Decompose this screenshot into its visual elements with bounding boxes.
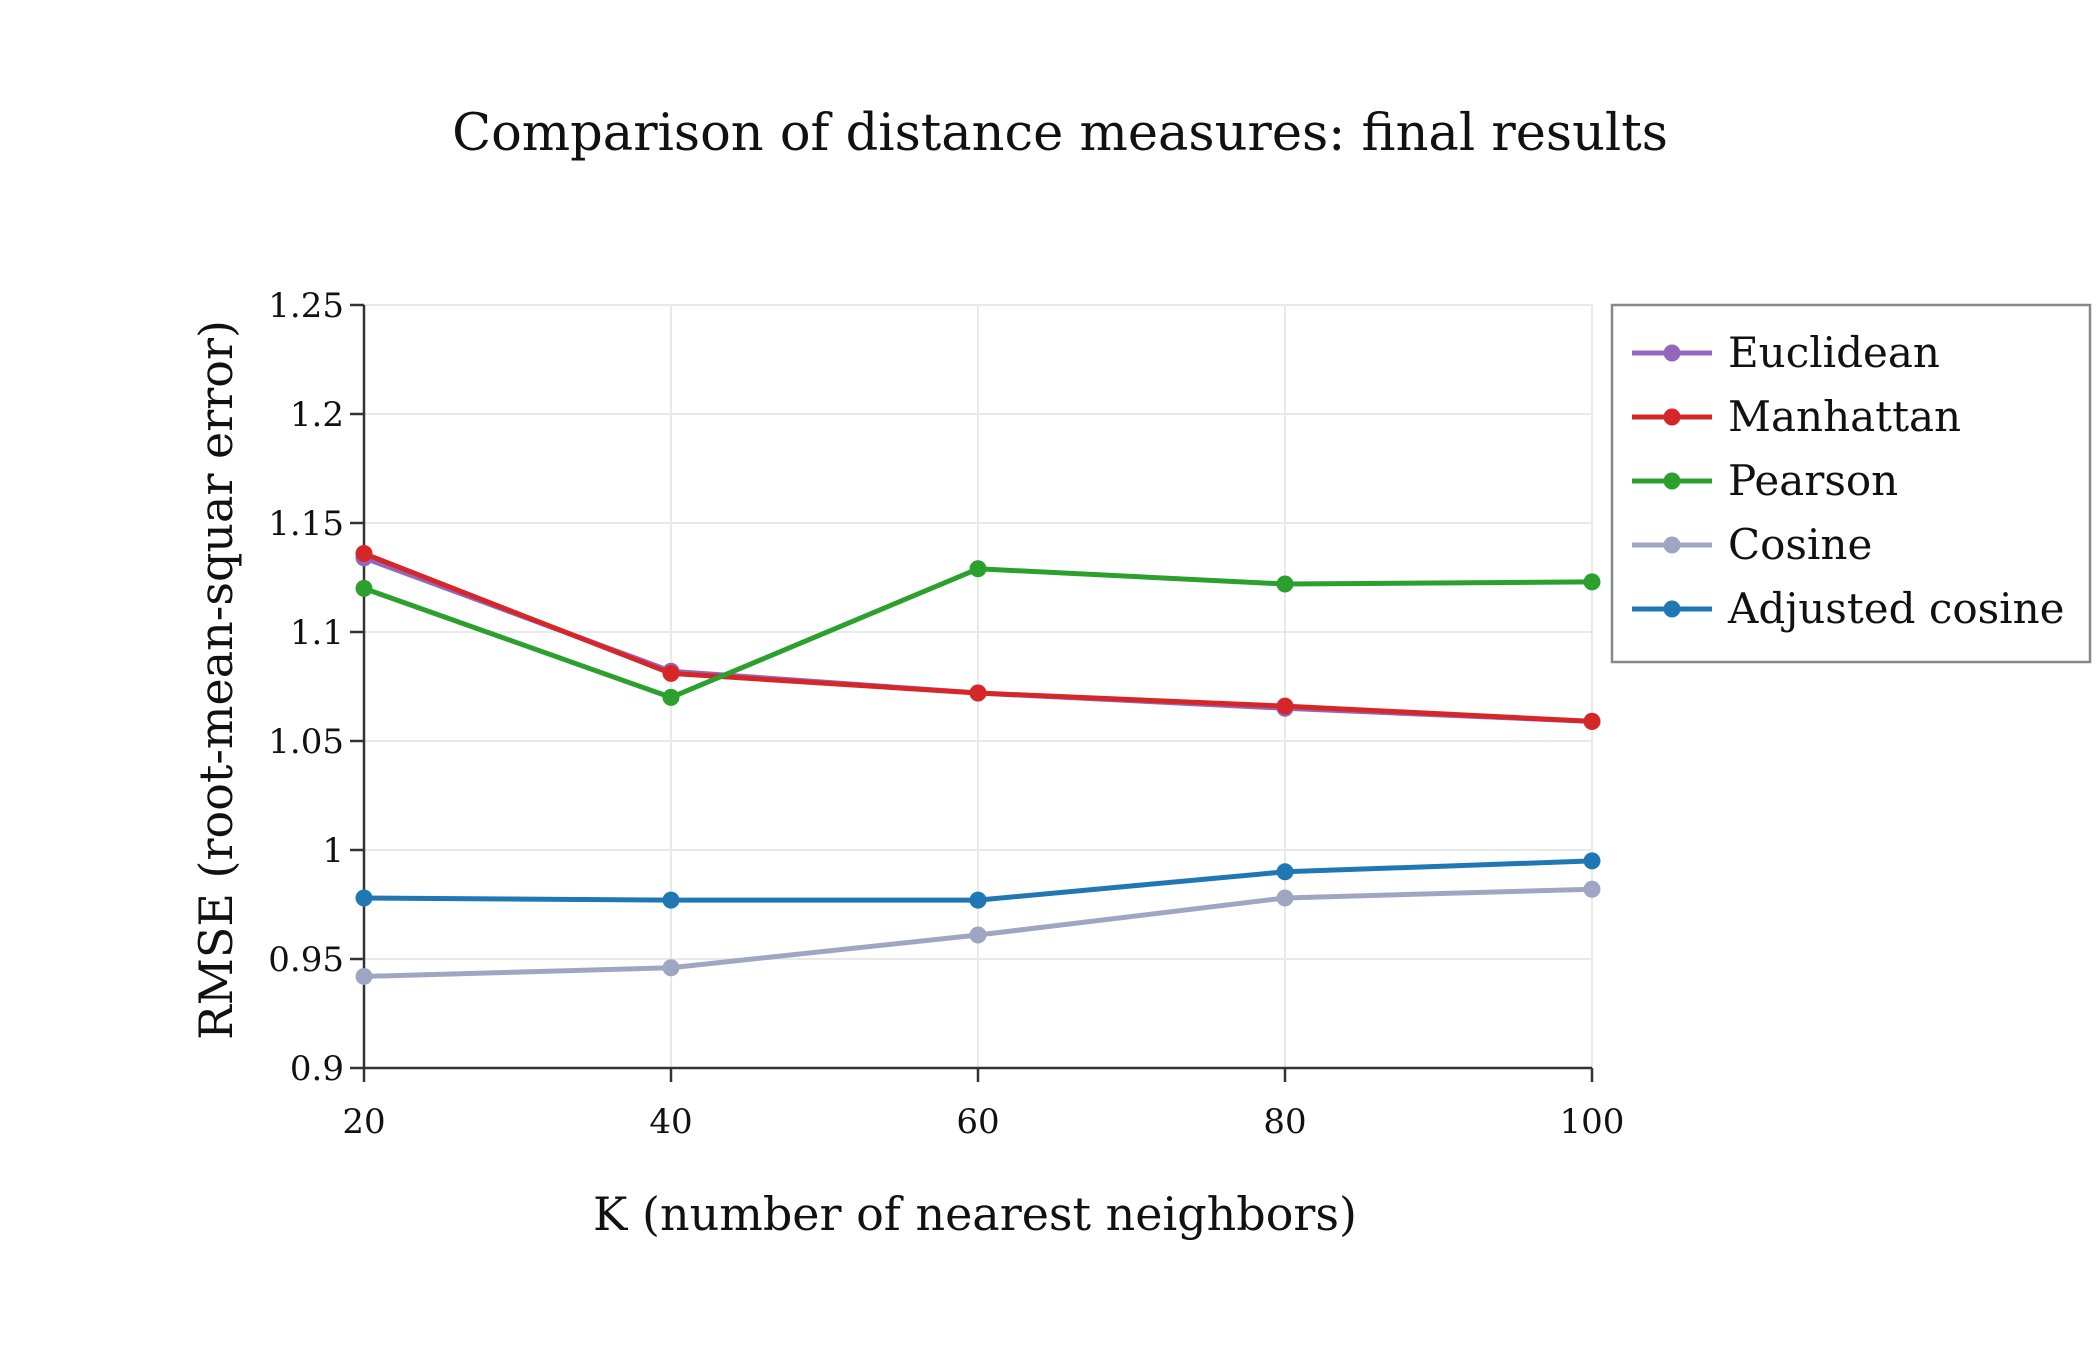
legend-label: Euclidean — [1728, 328, 1940, 377]
data-point-pearson — [969, 560, 987, 578]
data-point-cosine — [1583, 880, 1601, 898]
data-point-manhattan — [969, 684, 987, 702]
data-point-adjusted-cosine — [355, 889, 373, 907]
y-axis-label: RMSE (root-mean-squar error) — [189, 320, 243, 1040]
y-axis-ticks: 0.9 0.95 1 1.05 1.1 1.15 1.2 1.25 — [268, 286, 364, 1089]
data-point-adjusted-cosine — [969, 891, 987, 909]
legend-swatch-marker — [1663, 344, 1681, 362]
data-point-adjusted-cosine — [662, 891, 680, 909]
legend-item-cosine: Cosine — [1632, 520, 1872, 569]
y-tick-label: 0.9 — [290, 1049, 344, 1089]
legend-item-euclidean: Euclidean — [1632, 328, 1940, 377]
legend-swatch-marker — [1663, 472, 1681, 490]
legend-label: Adjusted cosine — [1727, 584, 2065, 633]
legend-label: Manhattan — [1728, 392, 1961, 441]
data-point-adjusted-cosine — [1583, 852, 1601, 870]
legend-label: Cosine — [1728, 520, 1872, 569]
x-tick-label: 100 — [1560, 1102, 1625, 1142]
data-point-manhattan — [1276, 697, 1294, 715]
legend-swatch-marker — [1663, 408, 1681, 426]
x-axis-ticks: 20 40 60 80 100 — [342, 1068, 1624, 1142]
data-series — [355, 545, 1601, 985]
x-axis-label: K (number of nearest neighbors) — [593, 1187, 1357, 1241]
series-adjusted-cosine — [355, 852, 1601, 909]
legend-item-manhattan: Manhattan — [1632, 392, 1961, 441]
data-point-pearson — [1583, 573, 1601, 591]
series-pearson — [355, 560, 1601, 706]
data-point-manhattan — [1583, 712, 1601, 730]
y-tick-label: 1.15 — [268, 504, 344, 544]
y-tick-label: 0.95 — [268, 940, 344, 980]
legend-item-pearson: Pearson — [1632, 456, 1898, 505]
data-point-cosine — [969, 926, 987, 944]
data-point-manhattan — [355, 545, 373, 563]
x-tick-label: 40 — [649, 1102, 692, 1142]
series-cosine — [355, 880, 1601, 985]
legend: Euclidean Manhattan Pearson Cosine Adjusted … — [1610, 303, 2092, 664]
data-point-cosine — [1276, 889, 1294, 907]
y-tick-label: 1 — [322, 831, 344, 871]
x-tick-label: 60 — [956, 1102, 999, 1142]
y-tick-label: 1.25 — [268, 286, 344, 326]
chart-title: Comparison of distance measures: final r… — [452, 104, 1668, 163]
data-point-pearson — [1276, 575, 1294, 593]
data-point-adjusted-cosine — [1276, 863, 1294, 881]
y-tick-label: 1.1 — [290, 613, 344, 653]
x-tick-label: 20 — [342, 1102, 385, 1142]
legend-item-adjusted-cosine: Adjusted cosine — [1632, 584, 2065, 633]
legend-swatch-marker — [1663, 536, 1681, 554]
grid — [364, 304, 1593, 1068]
y-tick-label: 1.2 — [290, 395, 344, 435]
series-manhattan — [355, 545, 1601, 730]
y-tick-label: 1.05 — [268, 722, 344, 762]
data-point-pearson — [662, 688, 680, 706]
data-point-manhattan — [662, 664, 680, 682]
data-point-cosine — [662, 959, 680, 977]
x-tick-label: 80 — [1263, 1102, 1306, 1142]
legend-swatch-marker — [1663, 600, 1681, 618]
legend-items: Euclidean Manhattan Pearson Cosine Adjusted … — [1632, 328, 2065, 633]
data-point-cosine — [355, 967, 373, 985]
data-point-pearson — [355, 579, 373, 597]
legend-label: Pearson — [1728, 456, 1898, 505]
